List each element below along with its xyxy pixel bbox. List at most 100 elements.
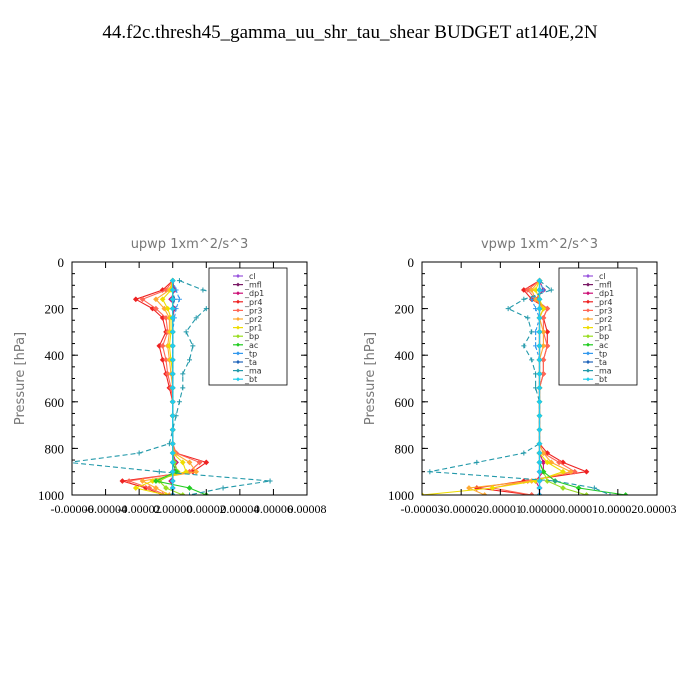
data-point <box>521 287 527 293</box>
data-point <box>536 478 543 484</box>
data-point <box>179 459 186 466</box>
x-tick-label: -0.00001 <box>479 502 522 516</box>
legend-marker <box>236 325 240 330</box>
data-point <box>169 343 176 349</box>
data-point <box>571 468 578 475</box>
data-point <box>187 357 192 363</box>
y-tick-label: 200 <box>395 302 415 317</box>
data-point <box>180 385 186 391</box>
data-point <box>568 468 574 475</box>
x-tick-label: 0.00008 <box>288 502 327 516</box>
data-point <box>169 398 176 405</box>
data-point <box>622 492 629 495</box>
series-group <box>422 277 629 495</box>
data-point <box>536 412 543 419</box>
data-point <box>163 485 169 491</box>
data-point <box>607 492 613 495</box>
series-line-pr4 <box>122 280 208 495</box>
data-point <box>153 478 159 484</box>
data-point <box>536 329 543 335</box>
legend-marker <box>586 368 590 373</box>
data-point <box>525 315 531 321</box>
legend-box <box>208 267 288 386</box>
data-point <box>591 485 597 491</box>
data-point <box>146 485 153 491</box>
data-point <box>540 343 547 349</box>
legend-label: _cl <box>244 272 256 281</box>
data-point <box>521 450 527 456</box>
legend-marker <box>236 377 240 382</box>
legend-label: _ma <box>594 367 612 376</box>
data-point <box>548 287 554 293</box>
legend: _cl_mfl_dp1_pr4_pr3_pr2_pr1_bp_ac_tp_ta_… <box>208 267 288 386</box>
data-point <box>532 296 539 303</box>
y-tick-label: 600 <box>45 395 65 410</box>
data-point <box>169 384 176 391</box>
data-point <box>126 478 132 484</box>
legend-label: _ma <box>244 367 262 376</box>
legend-label: _pr3 <box>244 306 262 315</box>
legend-label: _mfl <box>244 281 262 290</box>
data-point <box>163 492 169 495</box>
legend-marker <box>586 334 590 339</box>
series-line-pr3 <box>128 280 201 495</box>
legend-marker <box>236 308 240 313</box>
data-point <box>540 357 547 363</box>
chart-panel-1: upwp 1xm^2/s^3 Pressure [hPa] 0 200 400 600 80… <box>13 237 327 516</box>
data-point <box>193 468 200 475</box>
data-point <box>139 296 146 303</box>
data-point <box>267 478 273 484</box>
data-point <box>183 329 189 335</box>
data-point <box>552 478 558 484</box>
data-point <box>521 343 527 349</box>
data-point <box>544 305 551 312</box>
legend-label: _bt <box>594 375 607 384</box>
legend-label: _pr1 <box>244 324 262 333</box>
data-point <box>187 492 192 495</box>
legend-label: _tp <box>594 349 607 358</box>
legend-marker <box>586 274 590 278</box>
data-point <box>536 296 543 303</box>
data-point <box>529 357 535 363</box>
x-tick-label: 0.00001 <box>559 502 598 516</box>
data-point <box>164 305 171 312</box>
data-point <box>536 398 543 405</box>
series-line-tp <box>531 280 545 495</box>
data-point <box>536 357 543 363</box>
legend-marker <box>586 282 590 287</box>
data-point <box>528 287 535 293</box>
data-point <box>169 357 176 363</box>
data-point <box>169 315 176 321</box>
data-point <box>427 469 433 475</box>
data-point <box>169 371 176 377</box>
legend-label: _dp1 <box>244 289 264 298</box>
legend-label: _cl <box>594 272 606 281</box>
data-point <box>524 287 531 293</box>
x-tick-label: -0.00002 <box>118 502 161 516</box>
data-point <box>169 287 176 293</box>
x-tick-label: 0.00006 <box>254 502 293 516</box>
legend-marker <box>586 291 590 296</box>
data-point <box>536 459 543 466</box>
data-point <box>560 468 566 475</box>
data-point <box>119 478 126 484</box>
data-point <box>169 329 176 335</box>
data-point <box>536 450 543 456</box>
y-tick-label: 0 <box>408 255 415 270</box>
legend-marker <box>236 334 240 339</box>
data-point <box>536 426 543 433</box>
legend-marker <box>586 351 590 356</box>
legend-label: _pr4 <box>594 298 612 307</box>
data-point <box>489 485 496 491</box>
legend-marker <box>586 308 590 313</box>
data-point <box>190 343 196 349</box>
legend-label: _mfl <box>594 281 612 290</box>
legend-label: _pr2 <box>244 315 262 324</box>
data-point <box>536 287 543 293</box>
data-point <box>153 485 159 491</box>
data-point <box>176 278 182 284</box>
data-point <box>180 371 186 377</box>
data-point <box>536 440 543 447</box>
legend-label: _ac <box>244 341 258 350</box>
legend-marker <box>236 342 240 347</box>
